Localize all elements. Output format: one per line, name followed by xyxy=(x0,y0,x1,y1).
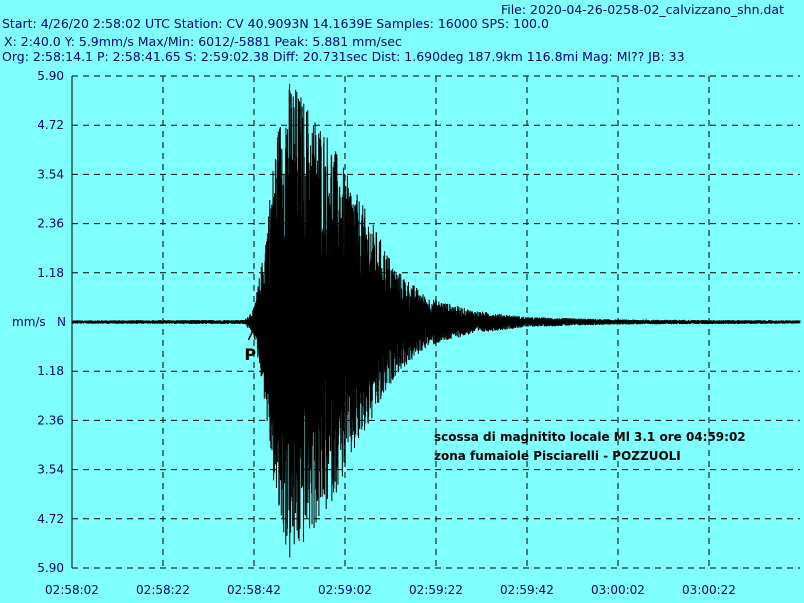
y-tick-label: 1.18 xyxy=(37,266,64,280)
y-tick-label: 2.36 xyxy=(37,413,64,427)
y-tick-label: 5.90 xyxy=(37,69,64,83)
channel-label: N xyxy=(57,315,66,329)
event-annotations: scossa di magnitito locale Ml 3.1 ore 04… xyxy=(434,430,746,463)
x-tick-label: 02:58:42 xyxy=(227,583,281,597)
annotation-line: scossa di magnitito locale Ml 3.1 ore 04… xyxy=(434,430,746,444)
y-tick-label: 5.90 xyxy=(37,561,64,575)
y-tick-label: 3.54 xyxy=(37,167,64,181)
x-tick-label: 03:00:02 xyxy=(591,583,645,597)
x-tick-label: 02:59:02 xyxy=(318,583,372,597)
x-tick-label: 03:00:22 xyxy=(682,583,736,597)
y-axis-unit-label: mm/s xyxy=(12,315,46,329)
x-axis-ticks: 02:58:02 02:58:22 02:58:42 02:59:02 02:59:22… xyxy=(45,583,736,597)
file-name: File: 2020-04-26-0258-02_calvizzano_shn.… xyxy=(500,2,784,17)
x-tick-label: 02:59:22 xyxy=(409,583,463,597)
y-tick-label: 4.72 xyxy=(37,512,64,526)
annotation-line: zona fumaiole Pisciarelli - POZZUOLI xyxy=(434,449,681,463)
header-start-info: Start: 4/26/20 2:58:02 UTC Station: CV 4… xyxy=(2,16,549,31)
y-tick-label: 3.54 xyxy=(37,463,64,477)
p-marker-label: P xyxy=(244,345,256,364)
plot-grid xyxy=(71,75,800,569)
y-tick-label: 4.72 xyxy=(37,118,64,132)
p-arrival-marker: P xyxy=(244,318,260,364)
x-tick-label: 02:59:42 xyxy=(500,583,554,597)
x-tick-label: 02:58:02 xyxy=(45,583,99,597)
y-tick-label: 2.36 xyxy=(37,217,64,231)
y-tick-label: 1.18 xyxy=(37,364,64,378)
seismogram-trace[interactable] xyxy=(71,83,801,558)
p-marker-tick xyxy=(247,318,260,341)
header-cursor-info: X: 2:40.0 Y: 5.9mm/s Max/Min: 6012/-5881… xyxy=(4,34,402,49)
y-axis-ticks: 5.90 4.72 3.54 2.36 1.18 N 1.18 2.36 3.54 4.72 5.9… xyxy=(37,69,66,575)
x-tick-label: 02:58:22 xyxy=(136,583,190,597)
header-origin-info: Org: 2:58:14.1 P: 2:58:41.65 S: 2:59:02.… xyxy=(2,49,685,64)
